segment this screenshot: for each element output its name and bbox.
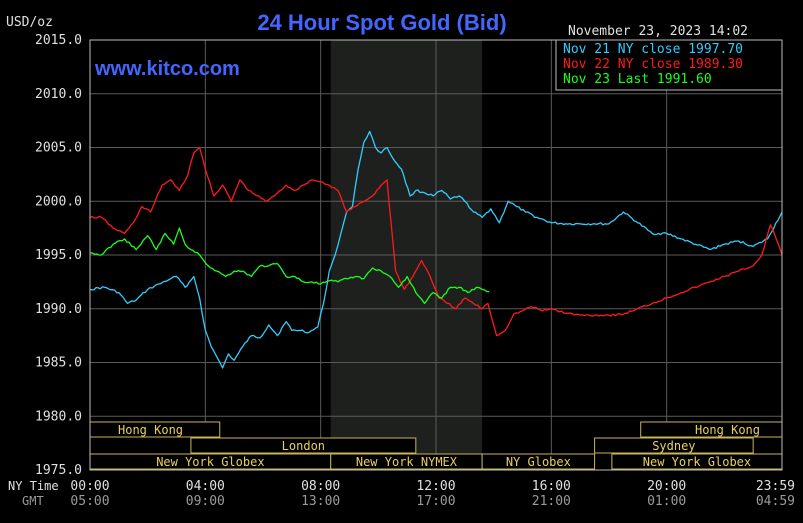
x-tick-label-ny: 04:00 [186,479,225,494]
x-tick-label-ny: 12:00 [416,479,455,494]
price-series [89,130,783,369]
session-box [481,453,596,470]
plot-frame [89,39,783,471]
x-tick-label-gmt: 09:00 [186,494,225,509]
watermark-text: www.kitco.com [94,58,240,80]
x-tick-label-gmt: 05:00 [70,494,109,509]
y-tick-label: 2005.0 [35,141,82,156]
chart-title: 24 Hour Spot Gold (Bid) [257,10,506,35]
legend: Nov 21 NY close 1997.70 Nov 22 NY close … [555,39,783,91]
x-tick-label-gmt: 04:59 [756,494,795,509]
x-tick-label-ny: 20:00 [647,479,686,494]
series-line-nov22 [89,146,783,337]
y-tick-label: 2010.0 [35,87,82,102]
legend-item-nov22: Nov 22 NY close 1989.30 [563,57,743,72]
session-label: London [282,439,325,453]
x-tick-label-ny: 23:59 [756,479,795,494]
x-axis-gmt-label: GMT [22,494,44,508]
session-label: Sydney [652,439,695,453]
y-axis-ticks: 2015.0 2010.0 2005.0 2000.0 1995.0 1990.0 1985… [35,33,82,478]
x-axis-ticks: 00:00 04:00 08:00 12:00 16:00 20:00 23:59 05:00… [70,479,795,509]
legend-box [555,39,783,91]
session-label: Hong Kong [695,423,760,437]
x-tick-label-gmt: 01:00 [647,494,686,509]
x-tick-label-ny: 00:00 [70,479,109,494]
session-label: Hong Kong [118,423,183,437]
trading-sessions: Hong Kong Hong Kong London Sydney New York G… [89,421,783,470]
gridlines [90,39,782,471]
series-line-nov23 [89,227,490,305]
series-line-nov21 [89,130,783,369]
y-tick-label: 1990.0 [35,302,82,317]
x-tick-label-gmt: 21:00 [532,494,571,509]
session-label: NY Globex [506,455,571,469]
y-tick-label: 1995.0 [35,248,82,263]
session-box [190,437,417,454]
legend-item-nov23: Nov 23 Last 1991.60 [563,72,712,87]
x-tick-label-gmt: 17:00 [416,494,455,509]
y-tick-label: 2000.0 [35,194,82,209]
x-axis-ny-time-label: NY Time [8,479,59,493]
x-tick-label-ny: 16:00 [532,479,571,494]
y-tick-label: 1980.0 [35,409,82,424]
x-tick-label-gmt: 13:00 [301,494,340,509]
y-tick-label: 1985.0 [35,356,82,371]
session-box [594,437,754,454]
y-tick-label: 1975.0 [35,463,82,478]
chart-datetime: November 23, 2023 14:02 [568,24,748,39]
legend-item-nov21: Nov 21 NY close 1997.70 [563,42,743,57]
y-tick-label: 2015.0 [35,33,82,48]
session-label: New York Globex [643,455,751,469]
session-label: New York Globex [156,455,264,469]
session-label: New York NYMEX [356,455,458,469]
x-tick-label-ny: 08:00 [301,479,340,494]
y-axis-unit-label: USD/oz [6,15,53,30]
